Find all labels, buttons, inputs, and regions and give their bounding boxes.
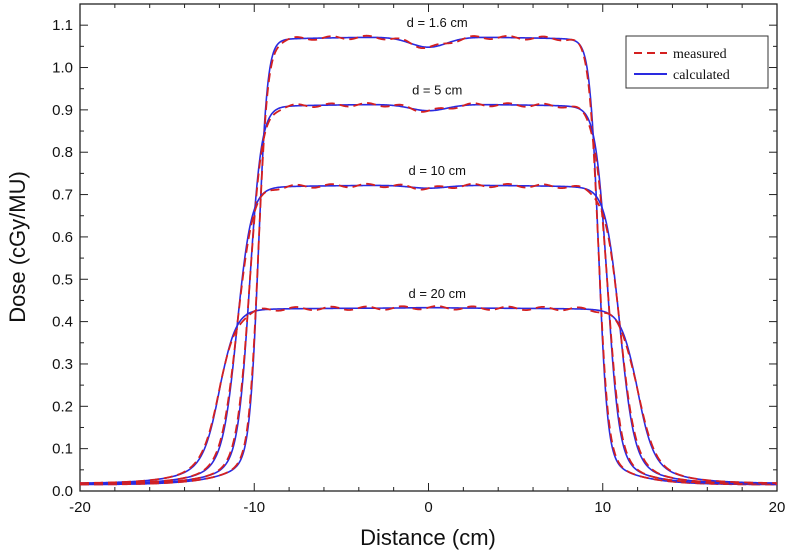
legend-label-measured: measured xyxy=(673,47,727,62)
y-tick-label: 0.0 xyxy=(52,483,73,500)
y-tick-label: 1.1 xyxy=(52,17,73,34)
y-tick-label: 0.6 xyxy=(52,229,73,246)
curve-annotations: d = 1.6 cm d = 5 cm d = 10 cm d = 20 cm xyxy=(407,15,468,301)
y-tick-label: 0.4 xyxy=(52,314,73,331)
x-tick-label: 0 xyxy=(424,499,432,516)
y-tick-label: 0.8 xyxy=(52,144,73,161)
depth-label: d = 10 cm xyxy=(408,163,465,178)
x-tick-label: -20 xyxy=(69,499,91,516)
measured-curve xyxy=(79,102,778,485)
legend-box xyxy=(625,35,769,89)
measured-curve xyxy=(79,182,778,485)
x-axis-title: Distance (cm) xyxy=(360,525,496,550)
data-series xyxy=(79,34,778,486)
depth-label: d = 20 cm xyxy=(408,286,465,301)
y-tick-label: 0.1 xyxy=(52,441,73,458)
x-tick-label: 10 xyxy=(594,499,611,516)
measured-curve xyxy=(79,305,778,484)
y-tick-label: 0.7 xyxy=(52,187,73,204)
y-tick-label: 1.0 xyxy=(52,60,73,77)
calculated-curve xyxy=(79,306,778,484)
y-tick-label: 0.2 xyxy=(52,398,73,415)
x-tick-label: -10 xyxy=(243,499,265,516)
y-tick-label: 0.9 xyxy=(52,102,73,119)
depth-label: d = 5 cm xyxy=(412,82,462,97)
depth-label: d = 1.6 cm xyxy=(407,15,468,30)
y-axis-title: Dose (cGy/MU) xyxy=(5,171,30,323)
calculated-curve xyxy=(79,184,778,485)
legend: measured calculated xyxy=(625,35,769,89)
measured-curve xyxy=(80,34,777,486)
y-tick-label: 0.3 xyxy=(52,356,73,373)
x-tick-label: 20 xyxy=(769,499,786,516)
legend-label-calculated: calculated xyxy=(673,68,730,83)
calculated-curve xyxy=(80,36,777,486)
axis-ticks: -20 -10 0 10 20 0.0 0.1 0.2 0.3 0.4 0.5 0.6 0.7 0.8 0.… xyxy=(52,4,785,516)
y-tick-label: 0.5 xyxy=(52,271,73,288)
